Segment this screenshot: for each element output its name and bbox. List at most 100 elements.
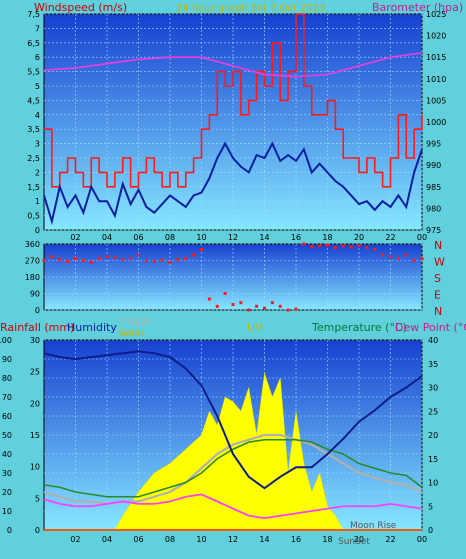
direction-point xyxy=(58,258,62,262)
compass-label: E xyxy=(434,289,441,302)
wind-x-tick-label: 22 xyxy=(385,233,395,242)
direction-point xyxy=(223,292,227,295)
wind-x-tick-label: 06 xyxy=(133,233,143,242)
wind-axes: 0 0,5 1 1,5 2 2,5 3 3,5 4 4,5 5 5,5 6 6,5 7 7,5 975 980 98… xyxy=(27,10,446,242)
temp-y-tick-label: 40 xyxy=(428,336,438,345)
direction-point xyxy=(176,258,180,262)
wind-y-tick-label: 2,5 xyxy=(27,154,40,163)
wind-x-tick-label: 12 xyxy=(228,233,238,242)
direction-point xyxy=(74,257,77,261)
rain-y-tick-label: 0 xyxy=(35,526,40,535)
baro-y-tick-label: 1015 xyxy=(426,53,446,62)
humidity-y-tick-label: 70 xyxy=(2,393,12,402)
direction-point xyxy=(81,259,85,262)
baro-title: Barometer (hpa) xyxy=(372,1,463,14)
temp-y-tick-label: 35 xyxy=(428,360,438,369)
direction-point xyxy=(381,253,385,257)
compass-label: N xyxy=(434,239,442,252)
direction-point xyxy=(310,245,314,249)
direction-y-tick-label: 0 xyxy=(35,306,40,315)
wind-x-tick-label: 00 xyxy=(417,233,427,242)
wind-y-tick-label: 2 xyxy=(35,168,40,177)
direction-point xyxy=(105,255,109,259)
direction-point xyxy=(97,257,101,261)
direction-point xyxy=(404,253,408,257)
direction-point xyxy=(184,257,188,261)
humidity-y-tick-label: 60 xyxy=(2,412,12,421)
wind-x-tick-label: 18 xyxy=(322,233,332,242)
temp-y-tick-label: 20 xyxy=(428,431,438,440)
direction-point xyxy=(144,259,148,262)
wind-title: Windspeed (m/s) xyxy=(34,1,127,14)
humidity-y-tick-label: 80 xyxy=(2,374,12,383)
temp-y-tick-label: 10 xyxy=(428,479,438,488)
baro-y-tick-label: 990 xyxy=(426,161,441,170)
humidity-line xyxy=(43,350,423,490)
direction-point xyxy=(349,245,353,249)
gust-line xyxy=(43,141,423,226)
rain-y-tick-label: 5 xyxy=(35,494,40,503)
climate-x-tick-label: 14 xyxy=(259,535,269,544)
direction-point xyxy=(255,304,259,308)
humidity-y-tick-label: 10 xyxy=(2,507,12,516)
temp-y-tick-label: 30 xyxy=(428,384,438,393)
rain-y-tick-label: 25 xyxy=(30,368,40,377)
direction-point xyxy=(333,246,337,250)
compass-label: S xyxy=(434,272,441,285)
direction-grid xyxy=(44,243,423,311)
rain-y-tick-label: 30 xyxy=(30,336,40,345)
climate-x-tick-label: 08 xyxy=(165,535,175,544)
temp-y-tick-label: 15 xyxy=(428,455,438,464)
baro-y-tick-label: 1010 xyxy=(426,75,446,84)
wind-y-tick-label: 4,5 xyxy=(27,96,40,105)
dewpoint-label: Dew Point (°C) xyxy=(395,321,466,334)
humidity-y-tick-label: 0 xyxy=(7,526,12,535)
wind-y-tick-label: 6,5 xyxy=(27,39,40,48)
direction-point xyxy=(247,308,251,312)
temp-y-tick-label: 25 xyxy=(428,407,438,416)
humidity-y-tick-label: 50 xyxy=(2,431,12,440)
direction-point xyxy=(318,244,322,248)
direction-point xyxy=(239,301,243,305)
direction-point xyxy=(389,255,392,259)
direction-point xyxy=(137,253,140,257)
moonrise-label: Moon Rise xyxy=(350,521,397,531)
wind-y-tick-label: 0,5 xyxy=(27,212,40,221)
wind-series xyxy=(43,13,423,226)
direction-point xyxy=(396,257,400,261)
direction-point xyxy=(192,253,196,257)
wind-y-tick-label: 1 xyxy=(35,197,40,206)
uv-label: UV xyxy=(247,321,263,334)
direction-y-tick-label: 360 xyxy=(25,240,40,249)
temp-y-tick-label: 0 xyxy=(428,526,433,535)
compass-label: W xyxy=(434,256,445,269)
direction-point xyxy=(66,259,70,263)
climate-x-tick-label: 10 xyxy=(196,535,206,544)
direction-point xyxy=(129,257,133,261)
direction-point xyxy=(270,301,274,305)
wind-x-tick-label: 04 xyxy=(102,233,112,242)
direction-point xyxy=(168,260,172,264)
humidity-label: Humidity xyxy=(67,321,117,334)
climate-x-tick-label: 06 xyxy=(133,535,143,544)
direction-point xyxy=(231,303,235,306)
graph-date-title: 24 hour graph Sat 7.Oct 2023 xyxy=(176,3,325,14)
direction-point xyxy=(113,256,117,260)
direction-point xyxy=(207,297,211,301)
direction-point xyxy=(373,248,377,251)
wind-y-tick-label: 7,5 xyxy=(27,10,40,19)
wind-y-tick-label: 7 xyxy=(35,24,40,33)
direction-point xyxy=(294,307,298,311)
direction-point xyxy=(357,244,361,248)
direction-y-tick-label: 270 xyxy=(25,257,40,266)
wind-x-tick-label: 20 xyxy=(354,233,364,242)
thsw-label: THSW xyxy=(119,317,150,328)
wind-y-tick-label: 1,5 xyxy=(27,183,40,192)
wind-y-tick-label: 5,5 xyxy=(27,68,40,77)
direction-point xyxy=(263,306,266,310)
climate-x-tick-label: 16 xyxy=(291,535,301,544)
wind-y-tick-label: 4 xyxy=(35,111,40,120)
direction-point xyxy=(215,304,219,308)
